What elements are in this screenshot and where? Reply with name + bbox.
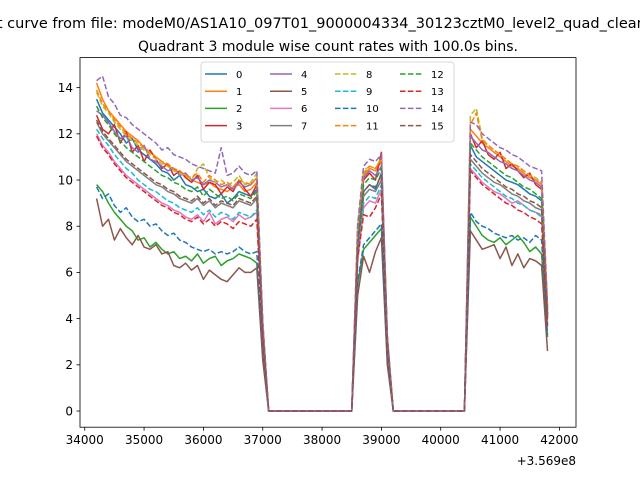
x-tick-label: 42000 (540, 433, 578, 447)
y-tick-label: 10 (58, 173, 73, 187)
legend-label-3: 3 (236, 121, 242, 132)
x-axis: 34000 35000 36000 37000 38000 39000 40000 41000… (66, 427, 578, 447)
chart-title: Quadrant 3 module wise count rates with … (138, 39, 518, 55)
legend-label-4: 4 (301, 70, 307, 81)
legend-label-8: 8 (366, 70, 372, 81)
y-axis: 0 2 4 6 8 10 12 14 (58, 81, 80, 418)
x-tick-label: 41000 (481, 433, 519, 447)
y-tick-label: 8 (65, 220, 73, 234)
legend-label-12: 12 (431, 70, 444, 81)
plot-frame (79, 57, 577, 428)
x-tick-label: 38000 (303, 433, 341, 447)
series-line-15 (95, 119, 549, 412)
y-tick-label: 12 (58, 127, 73, 141)
x-axis-offset-label: +3.569e8 (517, 454, 576, 468)
legend-label-10: 10 (366, 104, 379, 115)
x-tick-label: 35000 (125, 433, 163, 447)
x-tick-label: 37000 (244, 433, 282, 447)
legend-label-11: 11 (366, 121, 379, 132)
x-tick-label: 36000 (184, 433, 222, 447)
legend-label-13: 13 (431, 87, 444, 98)
legend-label-14: 14 (431, 104, 444, 115)
y-tick-label: 2 (65, 358, 73, 372)
x-tick-label: 40000 (422, 433, 460, 447)
legend-frame (200, 61, 455, 143)
legend-label-2: 2 (236, 104, 242, 115)
legend-label-6: 6 (301, 104, 307, 115)
series-layer (95, 75, 549, 412)
x-tick-label: 34000 (66, 433, 104, 447)
y-tick-label: 0 (65, 404, 73, 418)
series-line-14 (96, 75, 549, 412)
legend-label-9: 9 (366, 87, 372, 98)
legend-label-7: 7 (301, 121, 307, 132)
legend-label-5: 5 (301, 87, 307, 98)
figure-suptitle: Light curve from file: modeM0/AS1A10_097… (0, 16, 640, 32)
y-tick-label: 6 (65, 266, 73, 280)
y-tick-label: 14 (58, 81, 73, 95)
y-tick-label: 4 (65, 312, 73, 326)
x-tick-label: 39000 (362, 433, 400, 447)
legend-label-1: 1 (236, 87, 242, 98)
legend-label-0: 0 (236, 70, 242, 81)
legend-label-15: 15 (431, 121, 444, 132)
